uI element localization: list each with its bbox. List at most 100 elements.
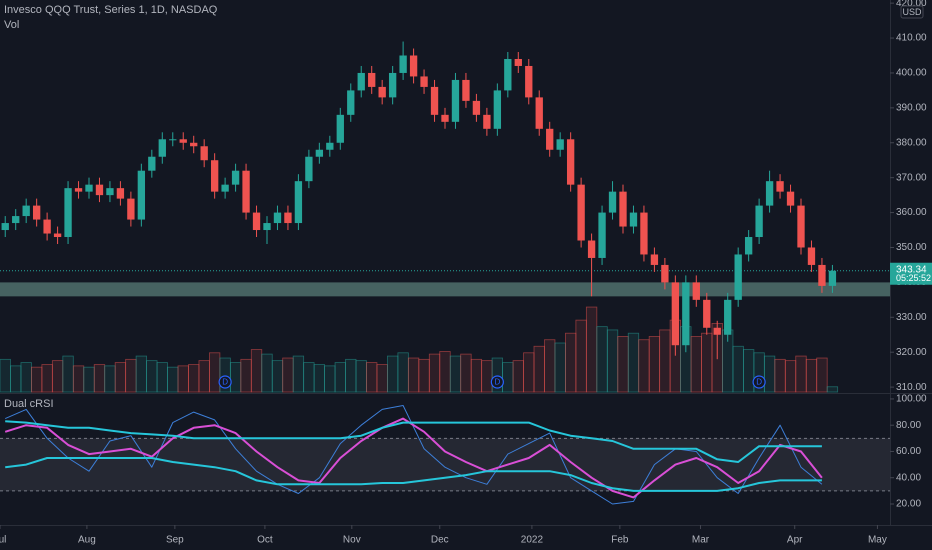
- candle-body: [535, 97, 543, 129]
- volume-bar: [250, 349, 263, 393]
- volume-bar: [585, 306, 598, 393]
- last-price-badge: [890, 262, 932, 285]
- candle-body: [305, 156, 313, 182]
- volume-bar: [72, 365, 85, 393]
- candle-body: [462, 79, 470, 101]
- osc-y-tick-label: 40.00: [896, 472, 921, 483]
- chart-title: Invesco QQQ Trust, Series 1, 1D, NASDAQ: [4, 4, 218, 16]
- volume-bar: [407, 357, 420, 393]
- volume-bar: [177, 365, 189, 393]
- volume-bar: [606, 329, 619, 393]
- volume-bar: [240, 358, 252, 393]
- x-tick-label: May: [868, 535, 887, 546]
- volume-bar: [826, 386, 839, 393]
- candle-body: [85, 184, 93, 192]
- candle-body: [671, 282, 680, 346]
- candle-body: [556, 139, 564, 150]
- dividend-marker: [218, 375, 232, 389]
- volume-bar: [575, 319, 587, 393]
- candle-body: [252, 212, 261, 231]
- dividend-label: D: [222, 378, 228, 387]
- volume-bar: [774, 358, 786, 393]
- volume-bar: [345, 358, 357, 393]
- volume-bar: [355, 360, 367, 393]
- candle-body: [441, 114, 449, 122]
- volume-bar: [62, 355, 74, 393]
- candle-body: [158, 139, 166, 157]
- y-tick-label: 390.00: [896, 103, 927, 114]
- candle-body: [807, 247, 816, 265]
- volume-bar: [617, 336, 629, 393]
- candle-body: [284, 212, 292, 224]
- osc-y-tick-label: 20.00: [896, 499, 921, 510]
- volume-bar: [135, 355, 147, 393]
- volume-bar: [638, 339, 650, 393]
- candle-body: [420, 76, 428, 87]
- volume-bar: [303, 362, 315, 393]
- candle-body: [326, 142, 334, 150]
- volume-bar: [156, 362, 168, 393]
- volume-bar: [31, 366, 43, 393]
- candle-body: [828, 270, 837, 286]
- volume-bar: [428, 353, 441, 393]
- candle-body: [525, 65, 533, 98]
- candle-body: [388, 72, 397, 98]
- currency-badge: [900, 5, 924, 19]
- x-tick-label: Apr: [787, 535, 803, 546]
- countdown-label: 05:25:52: [896, 273, 931, 283]
- volume-bar: [648, 336, 661, 393]
- oscillator-line: [5, 420, 822, 463]
- volume-bar: [324, 365, 336, 393]
- x-tick-label: Aug: [78, 535, 96, 546]
- volume-bar: [470, 358, 483, 393]
- volume-bar: [795, 355, 807, 393]
- x-tick-label: Feb: [611, 535, 629, 546]
- candle-body: [629, 212, 638, 227]
- candle-body: [587, 240, 596, 258]
- volume-bar: [449, 355, 462, 393]
- volume-bar: [20, 362, 32, 393]
- volume-bar: [544, 339, 556, 393]
- candle-body: [797, 205, 805, 248]
- volume-bar: [397, 352, 409, 393]
- candle-body: [504, 58, 512, 91]
- candle-body: [22, 205, 30, 217]
- candle-body: [786, 191, 795, 206]
- volume-bar: [261, 353, 273, 393]
- volume-bar: [198, 360, 210, 393]
- volume-bar: [418, 358, 430, 393]
- osc-y-tick-label: 60.00: [896, 446, 921, 457]
- candle-body: [483, 114, 491, 129]
- volume-bar: [659, 329, 671, 393]
- candle-body: [263, 223, 271, 231]
- candle-body: [818, 264, 826, 286]
- candle-body: [74, 188, 83, 192]
- volume-bar: [93, 364, 106, 393]
- candle-body: [493, 90, 502, 129]
- candle-body: [190, 142, 198, 147]
- volume-bar: [10, 365, 22, 393]
- x-tick-label: Jul: [0, 535, 6, 546]
- candle-body: [399, 55, 407, 73]
- y-tick-label: 320.00: [896, 347, 927, 358]
- volume-bar: [51, 360, 64, 393]
- candle-body: [273, 212, 282, 224]
- currency: USD: [902, 7, 922, 17]
- volume-bar: [460, 353, 472, 393]
- candle-body: [776, 181, 784, 192]
- candle-body: [661, 264, 669, 283]
- volume-bar: [104, 365, 116, 393]
- candle-body: [12, 216, 20, 224]
- candle-body: [608, 191, 617, 213]
- candle-body: [430, 86, 439, 115]
- candle-body: [598, 212, 606, 258]
- candle-body: [95, 184, 104, 196]
- candle-body: [32, 205, 41, 220]
- candle-body: [148, 156, 156, 171]
- volume-bar: [554, 342, 566, 393]
- volume-bar: [271, 360, 284, 393]
- y-tick-label: 420.00: [896, 0, 927, 9]
- candle-body: [294, 181, 303, 224]
- volume-bar: [690, 336, 702, 393]
